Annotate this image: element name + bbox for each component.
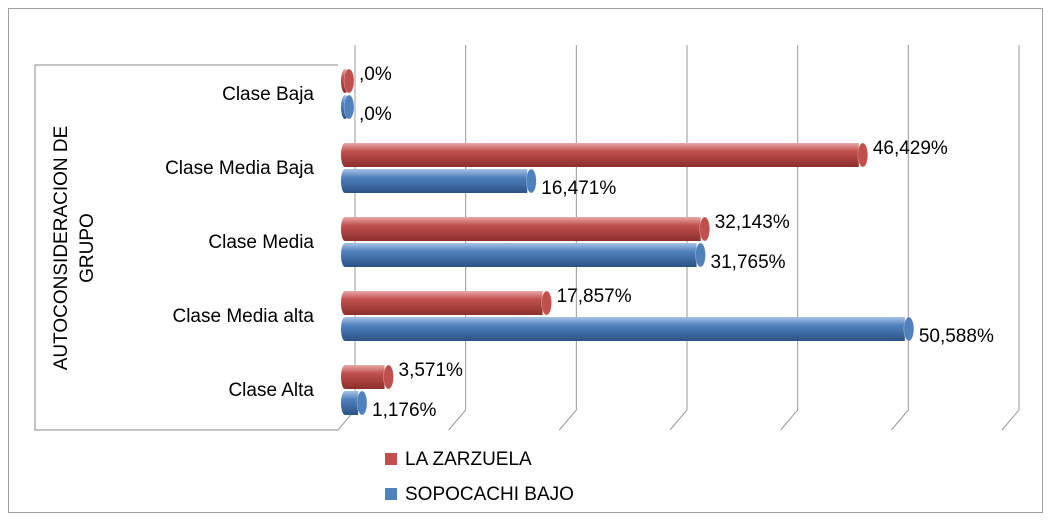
data-label: 32,143% (715, 212, 790, 233)
bar-cap (341, 143, 349, 167)
data-label: 50,588% (919, 326, 994, 347)
legend-label: LA ZARZUELA (405, 449, 532, 470)
bar (345, 291, 543, 315)
bar-cap (341, 243, 349, 267)
category-label: Clase Media Baja (165, 158, 314, 179)
y-axis-label-line: GRUPO (77, 213, 98, 283)
grid-line (890, 45, 909, 431)
legend-swatch (385, 453, 397, 465)
bar (345, 217, 701, 241)
category-label: Clase Baja (222, 84, 314, 105)
data-label: 16,471% (541, 178, 616, 199)
bar-cap (341, 365, 349, 389)
bar (345, 243, 697, 267)
data-label: 17,857% (557, 286, 632, 307)
bar-cap (699, 216, 710, 242)
bar-cap (341, 291, 349, 315)
category-label: Clase Media (208, 232, 314, 253)
category-label: Clase Alta (228, 380, 314, 401)
bar (345, 365, 385, 389)
data-label: 31,765% (711, 252, 786, 273)
data-label: 1,176% (372, 400, 437, 421)
data-label: ,0% (359, 64, 392, 85)
y-axis-label: AUTOCONSIDERACION DE GRUPO (51, 126, 98, 371)
data-label: 3,571% (399, 360, 464, 381)
data-label: 46,429% (873, 138, 948, 159)
bar-cap (341, 217, 349, 241)
bar-cap (541, 290, 552, 316)
bar-cap (857, 142, 869, 168)
bar-cap (341, 317, 349, 341)
category-box (34, 64, 338, 431)
bar-cap (695, 242, 706, 268)
bar-cap (356, 390, 368, 416)
y-axis-label-line: AUTOCONSIDERACION DE (51, 126, 72, 371)
category-label: Clase Media alta (172, 306, 314, 327)
grid-line (1001, 45, 1020, 431)
data-label: ,0% (359, 104, 392, 125)
bar-cap (343, 94, 355, 120)
bar (345, 317, 905, 341)
bar-cap (341, 391, 349, 415)
legend-swatch (385, 488, 397, 500)
bar (345, 143, 859, 167)
bar-cap (526, 168, 537, 194)
bar (345, 169, 528, 193)
bar-cap (341, 169, 349, 193)
legend-label: SOPOCACHI BAJO (405, 484, 574, 505)
bar-cap (343, 68, 355, 94)
bar-cap (383, 364, 394, 390)
bar-cap (903, 316, 915, 342)
